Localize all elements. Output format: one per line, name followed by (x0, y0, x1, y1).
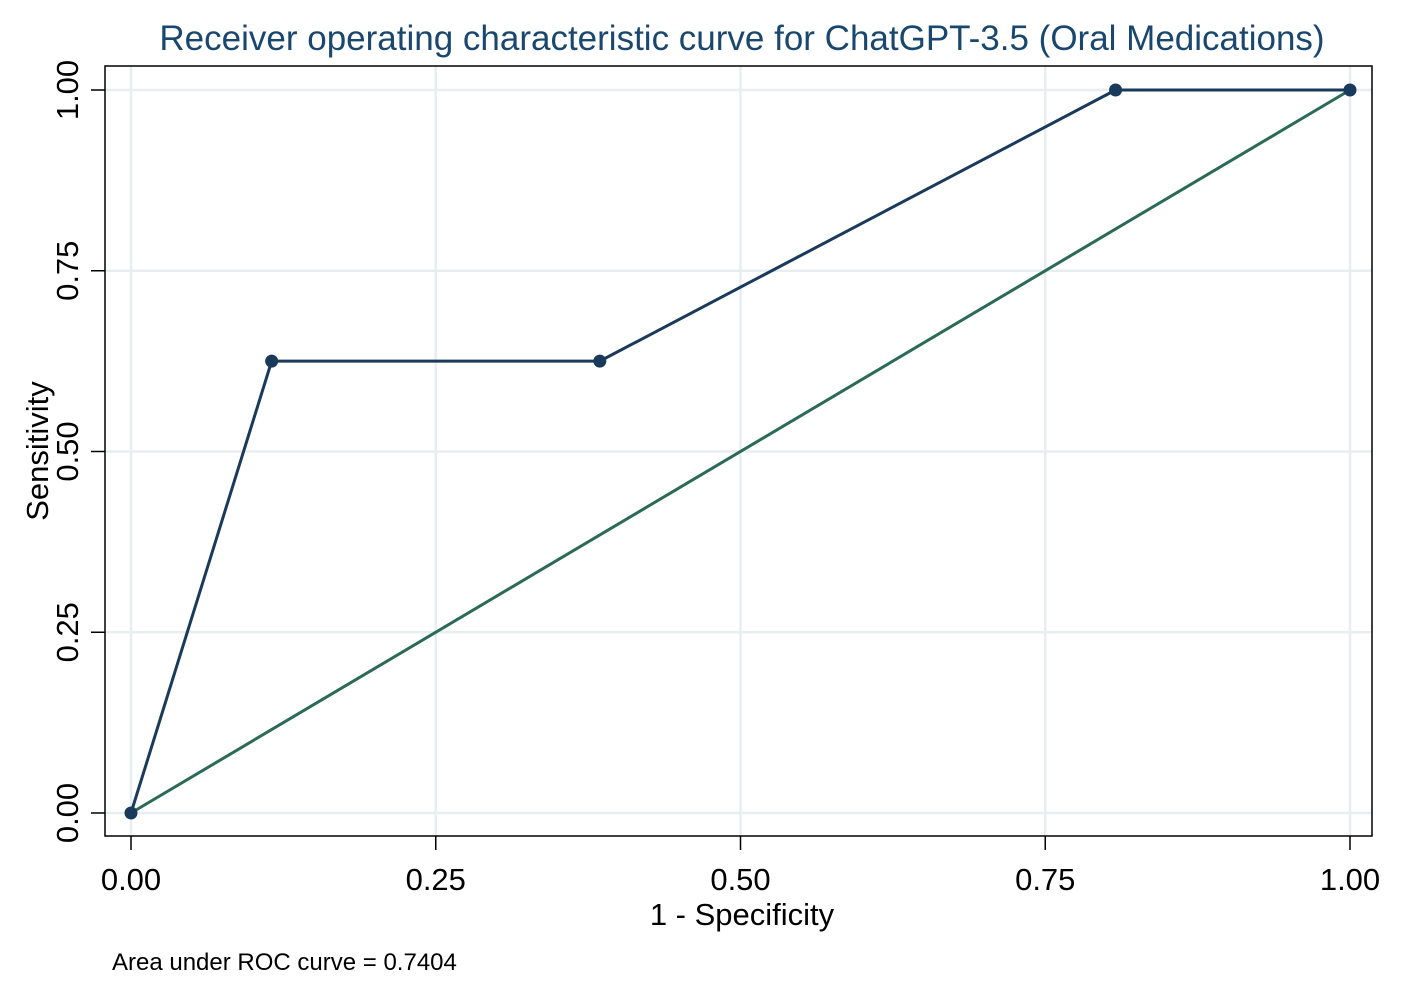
y-tick-label: 0.50 (50, 421, 85, 481)
reference-diagonal-line (130, 88, 1351, 815)
roc-point-marker (593, 354, 607, 368)
roc-point-marker (1343, 83, 1357, 97)
roc-point-marker (124, 806, 138, 820)
roc-point-marker (265, 354, 279, 368)
x-tick-label: 0.75 (1015, 862, 1075, 897)
tick-layer: 0.00 0.25 0.50 0.75 1.00 0.00 0.25 0.50 0.75 1.00 (50, 60, 1380, 897)
x-axis-label: 1 - Specificity (650, 897, 835, 932)
y-axis-label: Sensitivity (20, 381, 55, 521)
y-tick-label: 0.75 (50, 241, 85, 301)
y-tick-label: 1.00 (50, 60, 85, 120)
y-tick-label: 0.00 (50, 783, 85, 843)
x-tick-label: 0.25 (406, 862, 466, 897)
x-tick-label: 0.00 (101, 862, 161, 897)
roc-point-marker (1109, 83, 1123, 97)
x-tick-label: 0.50 (710, 862, 770, 897)
y-tick-label: 0.25 (50, 602, 85, 662)
x-tick-label: 1.00 (1320, 862, 1380, 897)
auc-note: Area under ROC curve = 0.7404 (112, 949, 457, 976)
series-layer (124, 83, 1357, 820)
chart-title: Receiver operating characteristic curve … (159, 19, 1324, 58)
